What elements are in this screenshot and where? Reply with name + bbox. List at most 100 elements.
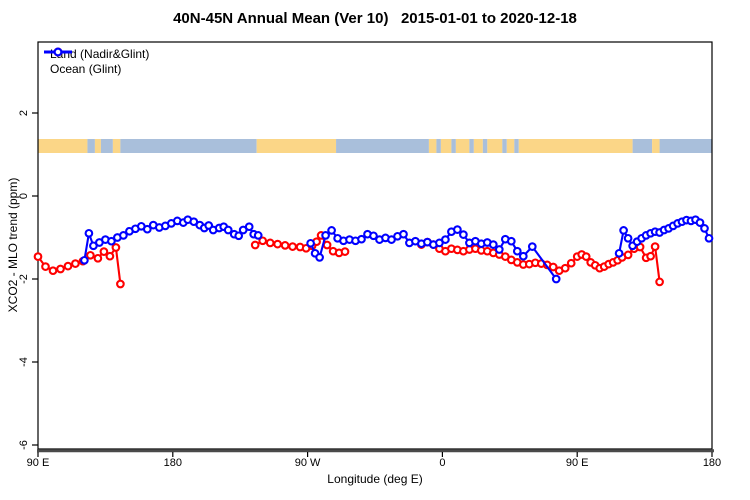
map-band-segment-land bbox=[256, 139, 337, 153]
land-data-point bbox=[646, 251, 655, 261]
land-data-point bbox=[33, 252, 43, 261]
ocean-data-point bbox=[527, 242, 537, 251]
land-data-point bbox=[41, 262, 50, 271]
x-tick-label: 180 bbox=[702, 457, 722, 469]
land-data-point bbox=[280, 241, 290, 250]
land-data-point bbox=[288, 242, 297, 251]
land-data-point bbox=[71, 259, 80, 268]
land-data-point bbox=[655, 277, 664, 287]
map-band-segment-ocean bbox=[659, 139, 712, 153]
ocean-data-point bbox=[369, 231, 378, 241]
map-band-segment-ocean bbox=[336, 139, 429, 153]
land-data-point bbox=[273, 239, 282, 249]
map-band-segment-ocean bbox=[482, 139, 488, 153]
ocean-data-point bbox=[119, 231, 128, 240]
map-band bbox=[38, 139, 712, 153]
land-data-point bbox=[105, 251, 115, 261]
x-tick-label: 90 E bbox=[565, 457, 589, 469]
map-band-segment-ocean bbox=[451, 139, 456, 153]
map-band-segment-ocean bbox=[502, 139, 507, 153]
y-tick-label: -6 bbox=[18, 440, 30, 450]
ocean-data-point bbox=[142, 224, 152, 234]
land-data-point bbox=[116, 279, 125, 289]
ocean-data-point bbox=[107, 236, 116, 246]
x-tick-label: 90 W bbox=[294, 457, 321, 469]
ocean-data-point bbox=[695, 218, 705, 227]
land-data-point bbox=[560, 263, 570, 273]
land-data-point bbox=[650, 242, 660, 251]
land-data-point bbox=[56, 264, 65, 274]
land-data-point bbox=[340, 247, 350, 256]
land-data-point bbox=[99, 247, 109, 256]
ocean-data-point bbox=[488, 240, 498, 249]
ocean-data-point bbox=[614, 248, 624, 258]
legend: Land (Nadir&Glint) Ocean (Glint) bbox=[42, 46, 149, 76]
ocean-data-point bbox=[80, 255, 89, 265]
ocean-series-marker-icon bbox=[44, 47, 72, 57]
map-band-segment-land bbox=[652, 139, 660, 153]
ocean-data-point bbox=[234, 231, 244, 241]
legend-label-ocean: Ocean (Glint) bbox=[50, 61, 122, 76]
ocean-data-point bbox=[506, 236, 516, 246]
ocean-data-point bbox=[453, 225, 462, 234]
map-band-segment-land bbox=[94, 139, 101, 153]
land-data-point bbox=[93, 253, 103, 263]
map-band-segment-ocean bbox=[514, 139, 519, 153]
map-band-segment-land bbox=[473, 139, 483, 153]
x-tick-label: 90 E bbox=[26, 457, 50, 469]
map-band-segment-land bbox=[440, 139, 452, 153]
map-band-segment-land bbox=[455, 139, 470, 153]
map-band-segment-ocean bbox=[469, 139, 474, 153]
ocean-series bbox=[80, 215, 714, 284]
ocean-data-point bbox=[84, 228, 94, 238]
map-band-segment-ocean bbox=[87, 139, 95, 153]
map-band-segment-ocean bbox=[436, 139, 441, 153]
ocean-data-point bbox=[494, 245, 504, 254]
data-series bbox=[33, 215, 714, 289]
map-band-segment-ocean bbox=[632, 139, 653, 153]
y-tick-label: -4 bbox=[18, 357, 30, 367]
axes-frame bbox=[32, 41, 714, 457]
map-band-segment-ocean bbox=[100, 139, 113, 153]
land-data-point bbox=[48, 266, 58, 276]
x-tick-label: 0 bbox=[439, 457, 446, 469]
ocean-data-point bbox=[399, 229, 408, 239]
map-band-segment-land bbox=[112, 139, 121, 153]
land-data-point bbox=[258, 236, 268, 246]
land-data-point bbox=[265, 238, 275, 248]
ocean-data-point bbox=[357, 234, 366, 244]
ocean-data-point bbox=[223, 225, 233, 235]
land-data-point bbox=[86, 250, 95, 260]
map-band-segment-land bbox=[428, 139, 437, 153]
y-tick-label: -2 bbox=[18, 274, 30, 284]
ocean-data-point bbox=[244, 222, 254, 232]
land-data-point bbox=[566, 258, 576, 268]
ocean-data-point bbox=[315, 253, 324, 262]
map-band-segment-land bbox=[38, 139, 88, 153]
legend-item-ocean: Ocean (Glint) bbox=[42, 47, 149, 76]
x-tick-label: 180 bbox=[163, 457, 182, 469]
ocean-data-point bbox=[459, 230, 468, 239]
y-tick-label: 2 bbox=[18, 109, 30, 117]
land-data-point bbox=[548, 262, 558, 272]
land-data-point bbox=[111, 243, 121, 252]
ocean-data-point bbox=[512, 246, 522, 256]
y-tick-label: 0 bbox=[18, 192, 30, 200]
ocean-data-point bbox=[518, 251, 528, 261]
land-data-point bbox=[623, 250, 633, 260]
map-band-segment-land bbox=[487, 139, 503, 153]
ocean-data-point bbox=[306, 238, 315, 248]
ocean-data-point bbox=[704, 233, 714, 243]
x-axis-label: Longitude (deg E) bbox=[327, 472, 423, 486]
legend-label-land: Land (Nadir&Glint) bbox=[50, 46, 150, 61]
map-band-segment-land bbox=[506, 139, 515, 153]
land-data-point bbox=[322, 240, 332, 250]
chart-title: 40N-45N Annual Mean (Ver 10) 2015-01-01 … bbox=[173, 10, 577, 27]
land-data-point bbox=[250, 240, 260, 250]
ocean-data-point bbox=[619, 226, 628, 235]
ocean-data-point bbox=[623, 233, 633, 243]
map-band-segment-ocean bbox=[120, 139, 257, 153]
land-data-point bbox=[581, 252, 591, 261]
ocean-data-point bbox=[321, 231, 330, 240]
